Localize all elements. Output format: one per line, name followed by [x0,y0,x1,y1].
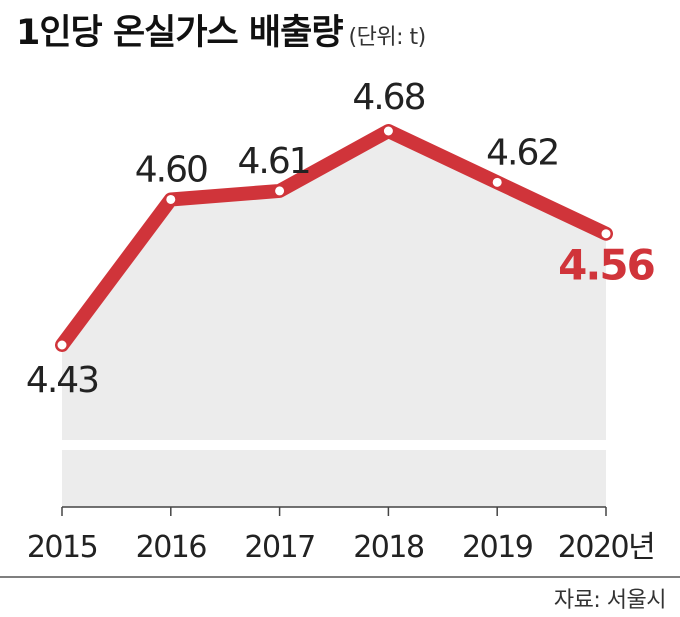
x-tick-label-4: 2019 [462,530,532,565]
data-label-3: 4.68 [352,77,424,118]
data-label-5: 4.56 [558,241,654,290]
area-fill [62,131,606,440]
source-note: 자료: 서울시 [553,588,667,613]
area-fill-lower [62,450,606,507]
x-tick-label-1: 2016 [136,530,207,565]
x-tick-label-0: 2015 [27,530,97,565]
x-tick-label-5: 2020년 [558,530,654,565]
chart-title-main: 1인당 온실가스 배출량 [16,13,344,53]
x-tick-label-2: 2017 [244,530,314,565]
data-label-4: 4.62 [486,132,558,173]
data-point-3 [381,124,395,138]
data-point-5 [599,227,613,241]
chart-unit-label: (단위: t) [348,25,427,50]
data-point-1 [164,192,178,206]
series-line [55,124,613,352]
chart-title: 1인당 온실가스 배출량 (단위: t) [16,4,426,55]
data-label-1: 4.60 [135,149,207,190]
data-point-0 [55,338,69,352]
x-tick-label-3: 2018 [353,530,424,565]
data-point-2 [273,184,287,198]
data-label-2: 4.61 [238,141,310,182]
data-label-0: 4.43 [26,360,98,401]
data-point-4 [490,175,504,189]
